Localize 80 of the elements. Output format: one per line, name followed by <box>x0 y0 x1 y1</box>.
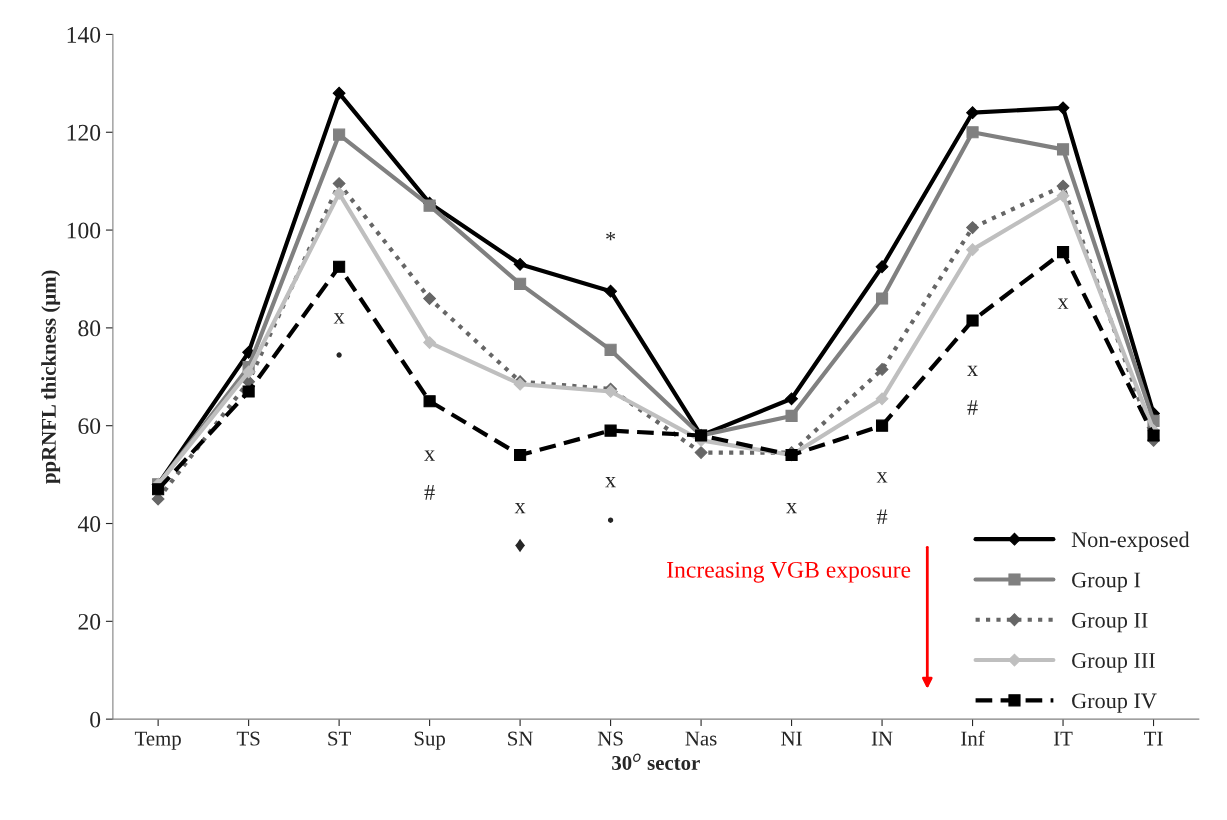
point <box>514 448 527 462</box>
point <box>423 336 437 349</box>
y-tick-label: 100 <box>67 222 101 239</box>
annotation: # <box>876 509 888 525</box>
legend-label: Group II <box>1072 612 1148 633</box>
annotation: # <box>967 400 978 415</box>
point <box>966 314 979 327</box>
point <box>332 86 346 100</box>
point <box>966 106 979 120</box>
x-tick-label: TI <box>1144 731 1163 746</box>
x-tick-label: Temp <box>134 731 181 750</box>
annotation: x <box>1057 298 1069 309</box>
x-tick-label: SN <box>508 731 533 746</box>
annotation: x <box>876 472 888 483</box>
y-tick-label: 140 <box>67 26 101 43</box>
point <box>1056 101 1070 115</box>
annotation: x <box>605 477 616 488</box>
x-tick-label: NS <box>597 731 623 746</box>
x-tick-label: NI <box>781 731 802 746</box>
point <box>694 446 708 460</box>
y-tick-label: 0 <box>90 711 101 728</box>
annotation: x <box>786 502 797 514</box>
point <box>1056 179 1070 193</box>
point <box>604 424 617 437</box>
point <box>1056 143 1070 156</box>
point <box>333 128 346 141</box>
point <box>423 395 436 408</box>
x-tick-label: ST <box>328 731 351 746</box>
point <box>1147 429 1160 442</box>
y-tick-label: 120 <box>67 124 101 141</box>
point <box>875 260 889 274</box>
annotation: Increasing VGB exposure <box>667 561 911 583</box>
point <box>875 363 889 376</box>
annotation: • <box>336 352 342 358</box>
point <box>514 277 527 290</box>
x-tick-label: IT <box>1053 731 1073 746</box>
point <box>1056 189 1070 203</box>
legend-label: Group I <box>1072 572 1141 592</box>
legend-label: Non-exposed <box>1071 531 1190 552</box>
annotation: • <box>607 517 614 523</box>
point <box>513 257 527 271</box>
legend-label: Group IV <box>1072 693 1157 713</box>
point <box>242 365 256 379</box>
annotation: x <box>424 450 435 461</box>
annotation: * <box>606 231 616 241</box>
point <box>875 392 889 406</box>
x-axis-title: 30$^{o}$ sector <box>612 753 700 770</box>
y-tick-label: 20 <box>78 613 101 630</box>
point <box>966 126 979 139</box>
point <box>875 419 889 432</box>
point <box>152 483 165 496</box>
annotation: x <box>333 313 345 324</box>
point <box>604 343 617 356</box>
point <box>333 260 346 273</box>
point <box>875 292 889 305</box>
point <box>332 177 346 191</box>
point <box>785 409 798 422</box>
point <box>332 186 346 200</box>
point <box>604 284 617 298</box>
y-tick-label: 60 <box>78 418 101 435</box>
point <box>151 492 165 506</box>
point <box>966 243 979 257</box>
point <box>966 221 979 235</box>
legend-label: Group III <box>1072 653 1155 673</box>
x-tick-label: Sup <box>414 731 445 750</box>
point <box>785 392 798 406</box>
x-tick-label: Nas <box>685 731 717 746</box>
annotation: # <box>424 485 435 500</box>
annotation: x <box>514 502 526 514</box>
y-tick-label: 80 <box>78 320 101 337</box>
point <box>242 385 255 398</box>
x-tick-label: TS <box>236 731 260 746</box>
y-tick-label: 40 <box>77 516 101 532</box>
point <box>1056 246 1070 259</box>
point <box>423 292 437 305</box>
y-axis-title: ppRNFL thickness (µm) <box>41 270 61 484</box>
annotation: x <box>967 365 978 376</box>
x-tick-label: Inf <box>961 730 985 746</box>
annotation: ♦ <box>515 538 526 553</box>
x-tick-label: IN <box>871 731 893 746</box>
